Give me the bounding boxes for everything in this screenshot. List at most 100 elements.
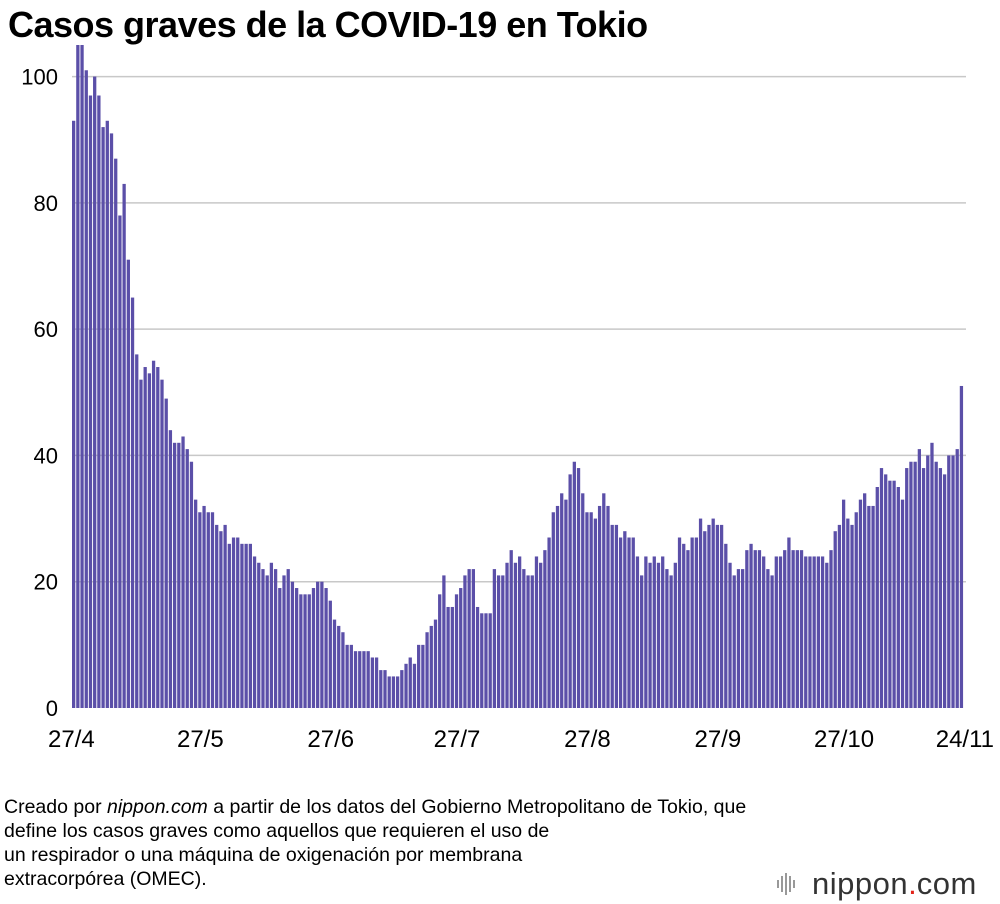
bar [635, 556, 640, 708]
gridlines [72, 75, 966, 583]
bar [198, 512, 202, 708]
bar [337, 625, 341, 708]
bar [442, 575, 446, 708]
bar [593, 518, 598, 708]
bar [724, 543, 728, 708]
bar [703, 531, 707, 708]
bar [930, 442, 934, 708]
bar [135, 354, 139, 708]
bar [585, 512, 589, 708]
bar [475, 606, 480, 708]
bar [795, 550, 799, 708]
bar [858, 499, 863, 708]
bar [429, 625, 433, 708]
bar [707, 524, 711, 708]
bar [812, 556, 816, 708]
bar [905, 468, 909, 708]
bar [841, 499, 846, 708]
bar [358, 651, 362, 708]
bar [741, 569, 745, 708]
bar [568, 474, 572, 708]
bar [909, 461, 913, 708]
bar [871, 505, 875, 708]
bar [97, 95, 101, 708]
bar [543, 550, 547, 708]
bar [913, 461, 917, 708]
bar [618, 537, 623, 708]
bar [749, 543, 753, 708]
bar [114, 158, 118, 708]
bar [425, 632, 429, 708]
bar [101, 127, 105, 709]
caption-prefix: Creado por [4, 796, 107, 818]
bar [787, 537, 791, 708]
bar [934, 461, 938, 708]
bar [942, 474, 947, 708]
bar [656, 562, 661, 708]
caption-line-2: define los casos graves como aquellos qu… [4, 820, 550, 842]
bar [459, 588, 463, 708]
bar [555, 505, 560, 708]
bar [581, 493, 585, 708]
bar [762, 556, 766, 708]
bar [698, 518, 703, 708]
nippon-sound-wave-icon [777, 873, 795, 895]
bar [126, 259, 130, 708]
bar [509, 550, 513, 708]
bar [846, 518, 850, 708]
bar [513, 562, 518, 708]
bar [454, 594, 459, 708]
bar [825, 562, 829, 708]
bar [518, 556, 522, 708]
bar [311, 588, 316, 708]
bar [816, 556, 821, 708]
bar [76, 45, 80, 708]
bar [185, 449, 189, 708]
bar [669, 575, 673, 708]
y-tick-label: 40 [34, 443, 58, 468]
bar [863, 493, 867, 708]
bar [206, 512, 210, 708]
bar [602, 493, 606, 708]
bar [88, 95, 93, 708]
bar [202, 505, 206, 708]
bar [526, 575, 530, 708]
bar [412, 663, 417, 708]
logo-dot: . [908, 866, 917, 901]
bar [257, 562, 261, 708]
bar [438, 594, 442, 708]
x-tick-label: 27/8 [564, 726, 611, 753]
bar [379, 670, 383, 708]
bar [286, 569, 290, 708]
bar [547, 537, 551, 708]
bar-series [72, 45, 964, 709]
bar [589, 512, 593, 708]
bar [728, 562, 732, 708]
bar [488, 613, 492, 708]
bar [84, 70, 88, 708]
bar [833, 531, 837, 708]
bar [244, 543, 248, 708]
bar [480, 613, 484, 708]
bar [682, 543, 686, 708]
bar [231, 537, 236, 708]
y-tick-label: 0 [46, 696, 58, 721]
bar [766, 569, 770, 708]
bar [694, 537, 698, 708]
bar [72, 120, 76, 708]
bar [623, 531, 627, 708]
bar [551, 512, 555, 708]
bar [564, 499, 568, 708]
bar [417, 644, 421, 708]
bar [130, 297, 135, 708]
bar [316, 581, 320, 708]
bar [648, 562, 652, 708]
bar [627, 537, 631, 708]
bar [576, 468, 581, 708]
bar [661, 556, 665, 708]
bar [168, 430, 173, 708]
bar [732, 575, 736, 708]
bar [492, 569, 497, 708]
bar [366, 651, 370, 708]
